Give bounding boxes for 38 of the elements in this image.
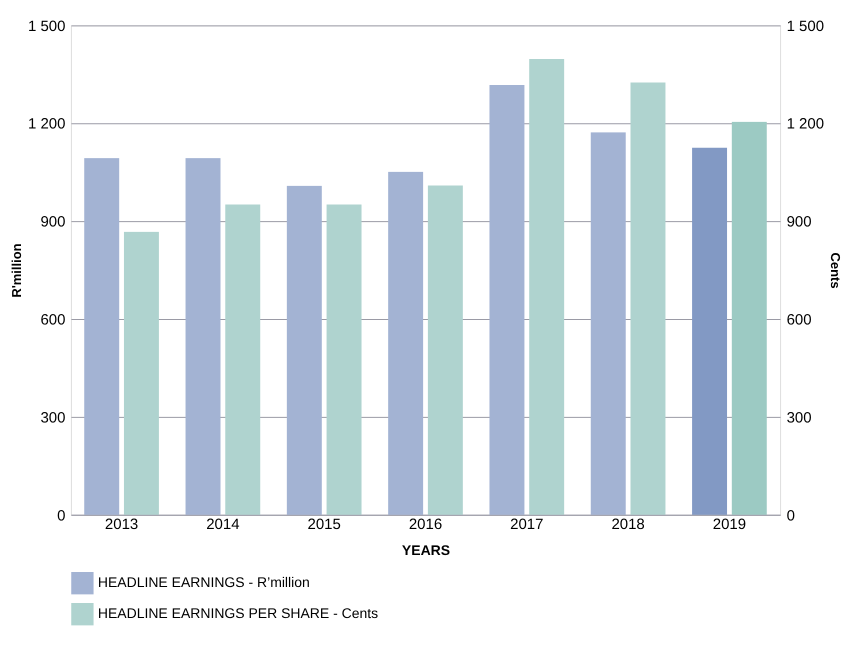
x-tick-label: 2013	[104, 516, 138, 534]
y-tick-label: 1 500	[28, 18, 66, 35]
y-tick-label: 900	[40, 214, 66, 231]
bar	[630, 82, 666, 515]
bar	[732, 122, 767, 515]
x-tick-label: 2019	[712, 516, 746, 534]
y-tick-label: 0	[57, 507, 66, 524]
y-tick-label: 1 200	[28, 116, 66, 133]
x-tick-label: 2017	[510, 516, 544, 534]
y2-tick-label: 600	[786, 311, 812, 328]
bar	[225, 204, 260, 515]
x-tick-label: 2015	[308, 516, 341, 534]
x-tick-label: 2016	[408, 516, 442, 534]
bar	[124, 232, 159, 515]
y-tick-label: 600	[40, 311, 66, 328]
y2-axis-title: Cents	[828, 252, 844, 289]
y2-tick-label: 900	[786, 214, 812, 231]
bar	[84, 158, 120, 515]
bar	[428, 186, 463, 515]
legend-label: HEADLINE EARNINGS - R’million	[98, 574, 310, 590]
y2-tick-label: 300	[786, 409, 812, 426]
x-tick-label: 2014	[206, 516, 240, 534]
y2-tick-label: 0	[786, 507, 795, 524]
bar	[692, 148, 728, 515]
bar	[529, 58, 564, 515]
bar	[286, 186, 322, 515]
x-tick-label: 2018	[611, 516, 645, 534]
bar	[326, 204, 362, 515]
bar	[186, 158, 220, 515]
bar	[489, 85, 524, 515]
legend-label: HEADLINE EARNINGS PER SHARE - Cents	[98, 605, 378, 622]
y2-tick-label: 1 500	[786, 18, 824, 35]
y-axis-title: R'million	[8, 243, 24, 298]
y2-tick-label: 1 200	[786, 116, 824, 133]
x-axis-title: YEARS	[402, 542, 450, 558]
bar	[388, 172, 424, 515]
bar	[590, 132, 626, 515]
y-tick-label: 300	[40, 409, 66, 426]
